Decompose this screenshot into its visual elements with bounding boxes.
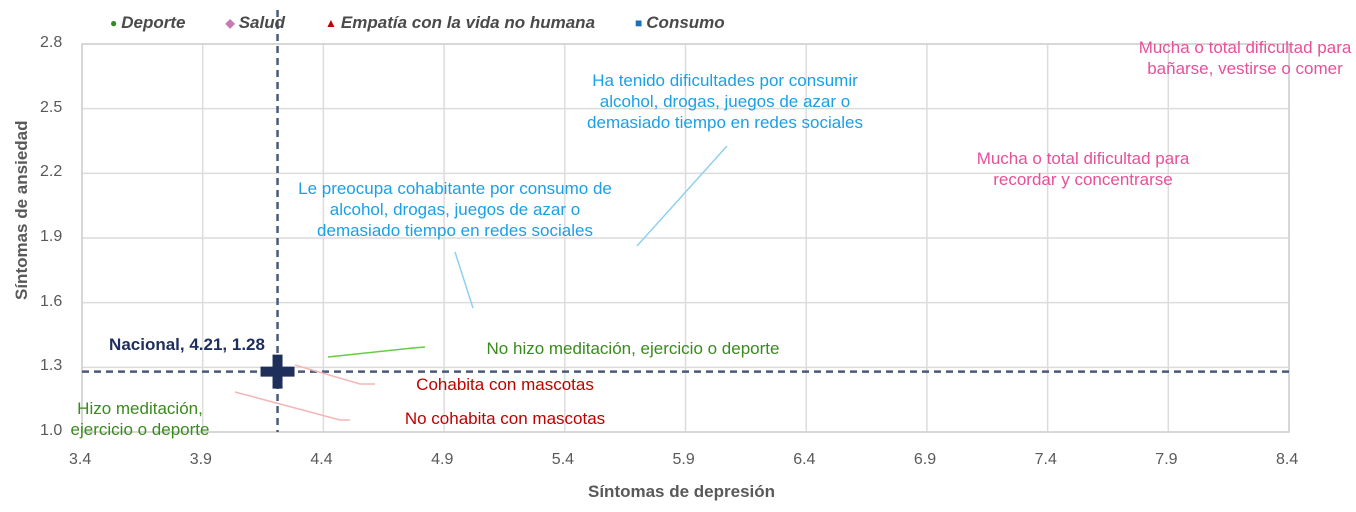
plot-border (81, 43, 1290, 433)
x-tick-label: 4.9 (431, 451, 454, 468)
y-tick-label: 1.0 (40, 422, 63, 439)
x-tick-label: 6.4 (793, 451, 816, 468)
x-tick-label: 4.4 (310, 451, 333, 468)
x-tick-label: 5.9 (672, 451, 695, 468)
legend-item-deporte: ● Deporte (110, 13, 185, 33)
legend-item-empatia: ▲ Empatía con la vida no humana (325, 13, 595, 33)
reference-cross-marker (260, 354, 295, 389)
x-tick-label: 6.9 (913, 451, 937, 468)
reference-label: Nacional, 4.21, 1.28 (109, 335, 265, 354)
leader-line (327, 346, 426, 358)
point-label: No cohabita con mascotas (404, 409, 606, 428)
x-tick-label: 3.4 (69, 451, 92, 468)
y-tick-label: 1.3 (40, 357, 63, 375)
point-label: Le preocupa cohabitante por consumo de a… (298, 179, 612, 240)
x-tick-label: 7.4 (1034, 451, 1057, 468)
leader-line (636, 145, 728, 247)
leader-line (294, 364, 375, 385)
legend-item-salud: ◆ Salud (225, 13, 285, 33)
point-label: No hizo meditación, ejercicio o deporte (486, 339, 780, 358)
point-label: Cohabita con mascotas (416, 375, 594, 394)
point-label: Mucha o total dificultad para recordar y… (976, 149, 1190, 189)
x-tick-label: 7.9 (1155, 451, 1178, 468)
diamond-marker-icon: ◆ (225, 16, 235, 30)
x-axis-title: Síntomas de depresión (588, 482, 776, 501)
point-label: Ha tenido dificultades por consumir alco… (587, 71, 863, 132)
y-tick-label: 1.9 (40, 228, 63, 245)
y-tick-label: 2.5 (40, 98, 63, 116)
x-tick-label: 8.4 (1276, 451, 1299, 468)
circle-marker-icon: ● (110, 16, 118, 30)
y-tick-label: 1.6 (40, 292, 63, 310)
legend-item-consumo: ■ Consumo (635, 13, 725, 33)
legend-label: Consumo (646, 13, 725, 32)
legend-label: Salud (238, 13, 286, 32)
point-label: Mucha o total dificultad para bañarse, v… (1138, 38, 1352, 78)
legend: ● Deporte ◆ Salud ▲ Empatía con la vida no … (110, 13, 765, 33)
leader-line (234, 391, 350, 421)
y-tick-label: 2.8 (40, 34, 63, 51)
square-marker-icon: ■ (635, 16, 643, 30)
point-label: Hizo meditación, ejercicio o deporte (70, 399, 210, 439)
triangle-marker-icon: ▲ (325, 16, 337, 30)
leader-line (454, 251, 474, 309)
y-tick-label: 2.2 (40, 163, 63, 181)
legend-label: Empatía con la vida no humana (340, 13, 596, 32)
x-tick-label: 5.4 (551, 451, 575, 468)
y-axis-title: Síntomas de ansiedad (12, 120, 31, 301)
legend-label: Deporte (121, 13, 186, 32)
x-tick-label: 3.9 (189, 451, 212, 468)
